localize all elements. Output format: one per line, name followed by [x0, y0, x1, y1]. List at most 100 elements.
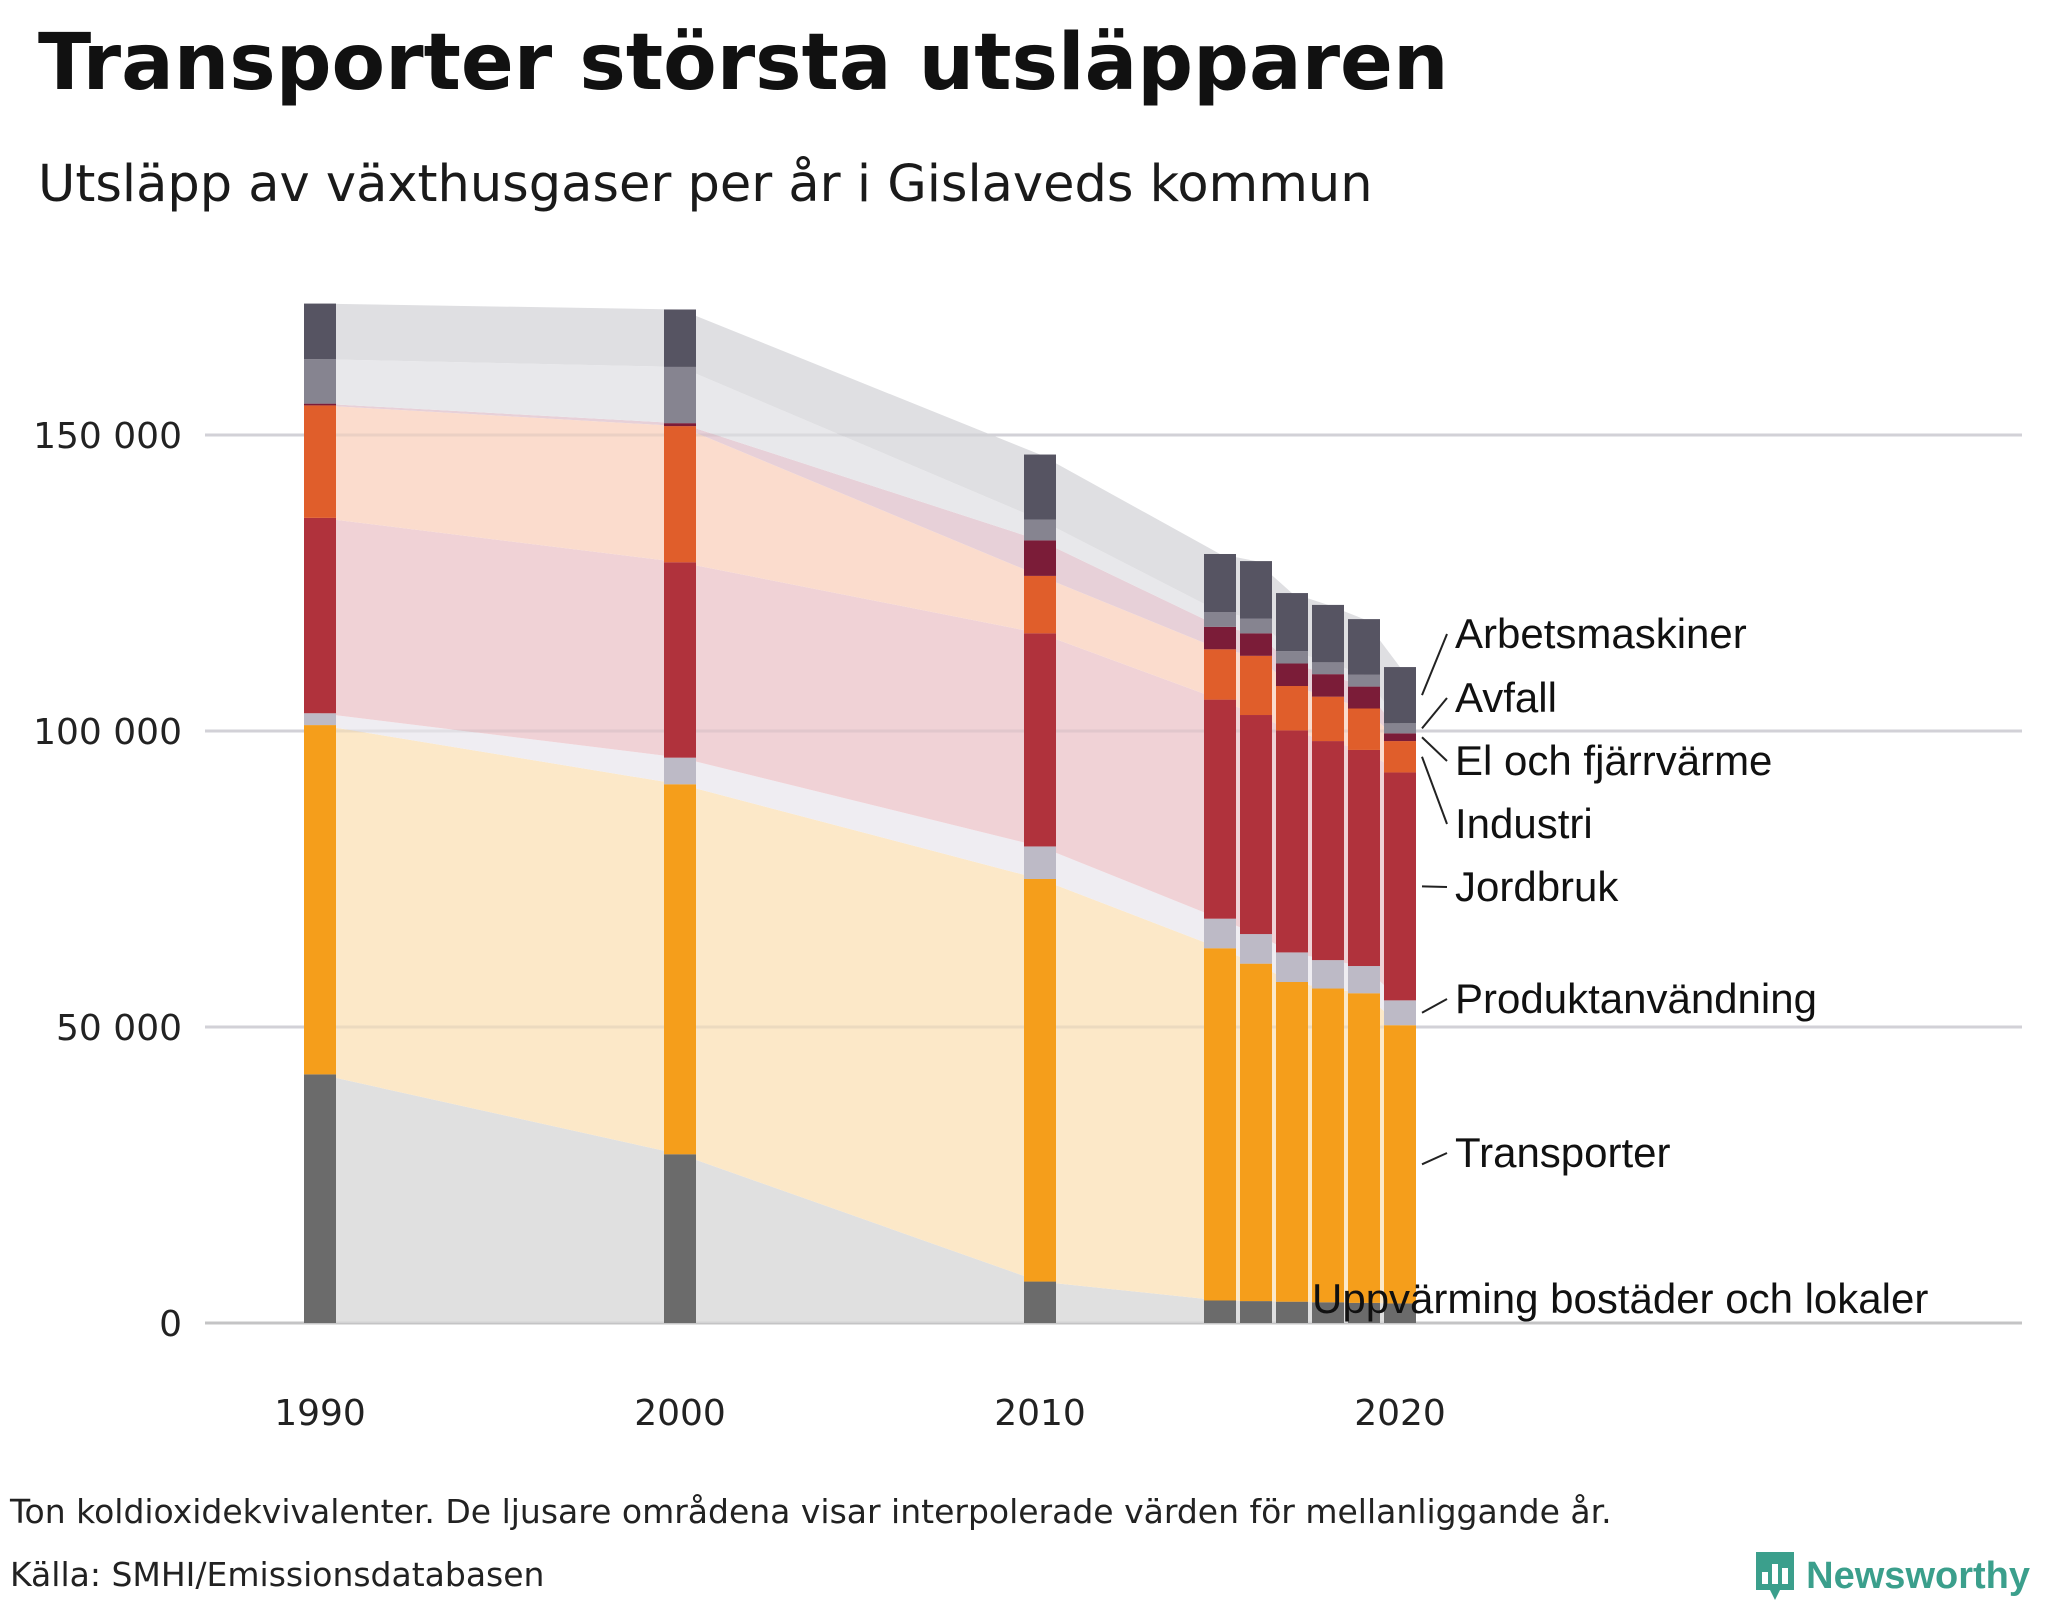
bar-segment — [664, 366, 696, 424]
x-tick-label: 2020 — [1354, 1393, 1446, 1434]
y-tick-label: 100 000 — [33, 712, 182, 753]
bar-segment — [664, 423, 696, 427]
series-label: Transporter — [1455, 1129, 1671, 1176]
bar-segment — [1312, 674, 1344, 697]
bar-segment — [1204, 612, 1236, 627]
series-label: Arbetsmaskiner — [1455, 610, 1747, 657]
bar-segment — [1276, 663, 1308, 687]
bar-segment — [1384, 1025, 1416, 1304]
bar-segment — [1204, 948, 1236, 1301]
bar-segment — [1348, 619, 1380, 675]
bar-segment — [1240, 1301, 1272, 1323]
bar-segment — [1240, 655, 1272, 716]
bar-segment — [1312, 741, 1344, 961]
series-label: El och fjärrvärme — [1455, 737, 1772, 784]
area-arbetsmaskiner — [320, 303, 1400, 724]
bar-segment — [1024, 519, 1056, 541]
series-label: Avfall — [1455, 674, 1557, 721]
bar-segment — [1024, 540, 1056, 576]
x-tick-label: 1990 — [274, 1393, 366, 1434]
label-leader-line — [1421, 1152, 1448, 1166]
bar-segment — [304, 403, 336, 406]
area-uppv-rming-bost-der-och-lokaler — [320, 1074, 1400, 1323]
bar-segment — [1024, 879, 1056, 1282]
bar-segment — [1312, 604, 1344, 663]
chart-source: Källa: SMHI/Emissionsdatabasen — [10, 1555, 545, 1594]
bar-segment — [1348, 708, 1380, 750]
x-axis-ticks: 1990 2000 2010 2020 — [274, 1393, 1446, 1434]
bar-segment — [1312, 960, 1344, 989]
bar-segment — [1240, 561, 1272, 619]
bar-segment — [1204, 699, 1236, 919]
bar-segment — [1312, 662, 1344, 675]
bar-segment — [1312, 988, 1344, 1303]
bar-segment — [1312, 1302, 1344, 1323]
y-axis-ticks: 0 50 000 100 000 150 000 — [33, 416, 182, 1345]
bar-segment — [664, 784, 696, 1155]
label-leader-line — [1421, 633, 1448, 696]
bar-segment — [1348, 686, 1380, 709]
bar-segment — [1204, 918, 1236, 949]
bar-segment — [1024, 454, 1056, 520]
bar-segment — [1276, 1301, 1308, 1323]
brand-name: Newsworthy — [1806, 1554, 2030, 1597]
bar-segment — [1204, 1300, 1236, 1323]
bar-segment — [1240, 633, 1272, 656]
bar-segment — [304, 303, 336, 360]
bar-segment — [304, 359, 336, 404]
x-tick-label: 2010 — [994, 1393, 1086, 1434]
bar-segment — [1276, 651, 1308, 664]
bar-segment — [1204, 553, 1236, 613]
bar-segment — [664, 1154, 696, 1323]
bar-segment — [664, 309, 696, 367]
x-tick-label: 2000 — [634, 1393, 726, 1434]
bar-segment — [1276, 952, 1308, 983]
bar-segment — [1240, 963, 1272, 1302]
bar-segment — [1240, 934, 1272, 964]
bar-segment — [1276, 730, 1308, 953]
bar-segment — [1348, 749, 1380, 967]
bar-segment — [664, 757, 696, 785]
bar-segment — [1384, 723, 1416, 734]
y-tick-label: 150 000 — [33, 416, 182, 457]
series-label: Produktanvändning — [1455, 975, 1817, 1022]
series-label: Jordbruk — [1455, 863, 1619, 910]
area-transporter — [320, 725, 1400, 1304]
bar-segment — [1348, 1302, 1380, 1323]
bar-segment — [304, 405, 336, 518]
bar-segment — [1204, 626, 1236, 650]
bar-segment — [1384, 1000, 1416, 1026]
bar-segment — [1348, 674, 1380, 687]
bar-segment — [304, 1074, 336, 1323]
chart-title: Transporter största utsläpparen — [38, 18, 1449, 108]
label-leader-line — [1421, 998, 1448, 1014]
bar-segment — [664, 562, 696, 758]
bar-segment — [1276, 686, 1308, 731]
interpolated-areas — [205, 303, 2022, 1325]
label-leader-line — [1421, 756, 1448, 825]
bar-segment — [1384, 667, 1416, 724]
area-jordbruk — [320, 517, 1400, 1001]
series-label: Uppvärming bostäder och lokaler — [1312, 1275, 1928, 1322]
bar-segment — [304, 725, 336, 1075]
area-avfall — [320, 359, 1400, 734]
bar-segment — [1384, 741, 1416, 773]
bar-segment — [1240, 618, 1272, 634]
bar-segment — [1384, 772, 1416, 1001]
bar-segment — [1384, 733, 1416, 742]
bar-segment — [1348, 993, 1380, 1303]
bar-segment — [1204, 649, 1236, 700]
bar-segment — [304, 713, 336, 726]
bar-segment — [1276, 593, 1308, 652]
y-tick-label: 0 — [159, 1304, 182, 1345]
series-label: Industri — [1455, 800, 1593, 847]
y-tick-label: 50 000 — [56, 1008, 182, 1049]
bar-segment — [1024, 846, 1056, 879]
label-leader-line — [1421, 885, 1448, 888]
chart-subtitle: Utsläpp av växthusgaser per år i Gislave… — [38, 155, 1373, 214]
area-industri — [320, 405, 1400, 773]
bar-segment — [1024, 1281, 1056, 1323]
bars — [304, 303, 1416, 1323]
bar-segment — [1384, 1303, 1416, 1323]
bar-segment — [1024, 575, 1056, 634]
